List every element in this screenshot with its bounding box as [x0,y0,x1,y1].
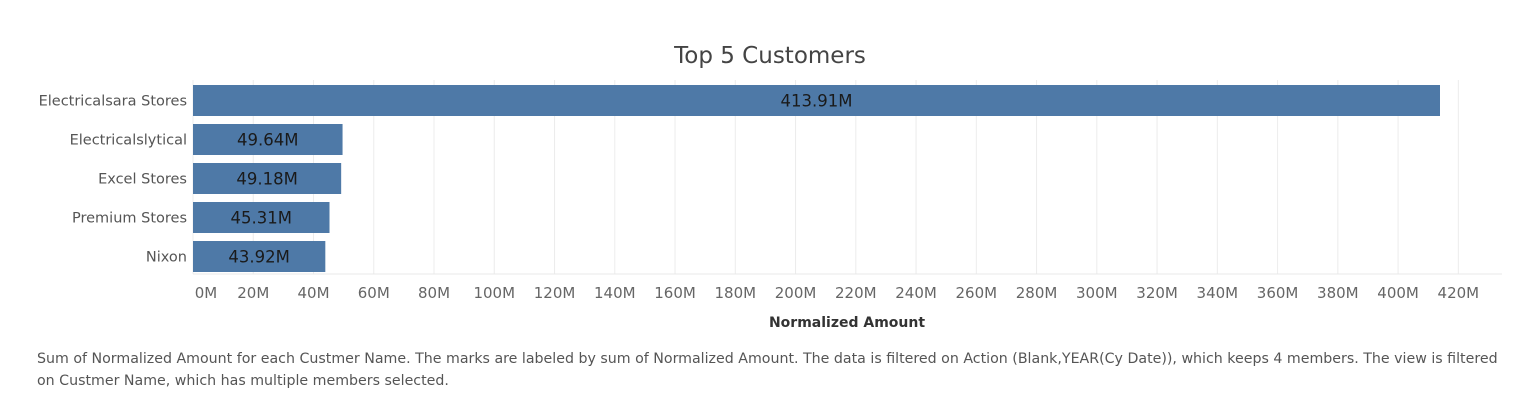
data-label: 45.31M [231,209,292,228]
tick-label: 300M [1076,284,1118,302]
data-label: 43.92M [228,248,289,267]
bar [193,163,342,194]
tick-label: 140M [594,284,636,302]
tick-label: 120M [534,284,576,302]
bar [193,241,326,272]
tick-label: 420M [1438,284,1480,302]
chart: Top 5 Customers 413.91M 49.64M 49.18M 45.31… [39,43,1502,331]
tick-label: 0M [195,284,218,302]
tick-label: 40M [297,284,329,302]
category-label: Electricalsara Stores [39,94,187,110]
category-label: Electricalslytical [70,133,187,149]
bar [193,85,1440,116]
tick-label: 160M [654,284,696,302]
data-label: 49.18M [236,170,297,189]
tick-label: 360M [1257,284,1299,302]
category-label: Nixon [146,250,187,266]
bar [193,202,330,233]
category-label: Excel Stores [98,172,187,188]
x-axis-ticks: 0M 20M 40M 60M 80M 100M 120M 140M 160M 180M 200M 22… [195,284,1479,302]
tick-label: 180M [715,284,757,302]
tick-label: 100M [473,284,515,302]
tick-label: 80M [418,284,450,302]
tick-label: 340M [1197,284,1239,302]
tick-label: 200M [775,284,817,302]
tick-label: 380M [1317,284,1359,302]
tick-label: 240M [895,284,937,302]
tick-label: 400M [1377,284,1419,302]
tick-label: 260M [956,284,998,302]
tick-label: 220M [835,284,877,302]
category-labels: Electricalsara Stores Electricalslytical E… [39,94,187,266]
category-label: Premium Stores [72,211,187,227]
chart-title: Top 5 Customers [673,43,866,69]
chart-caption: Sum of Normalized Amount for each Custme… [37,351,1498,389]
x-axis-title: Normalized Amount [769,315,925,331]
tick-label: 320M [1136,284,1178,302]
bars: 413.91M 49.64M 49.18M 45.31M 43.92M [193,85,1440,272]
tick-label: 280M [1016,284,1058,302]
tick-label: 60M [358,284,390,302]
tick-label: 20M [237,284,269,302]
bar [193,124,343,155]
data-label: 413.91M [781,92,853,111]
data-label: 49.64M [237,131,298,150]
